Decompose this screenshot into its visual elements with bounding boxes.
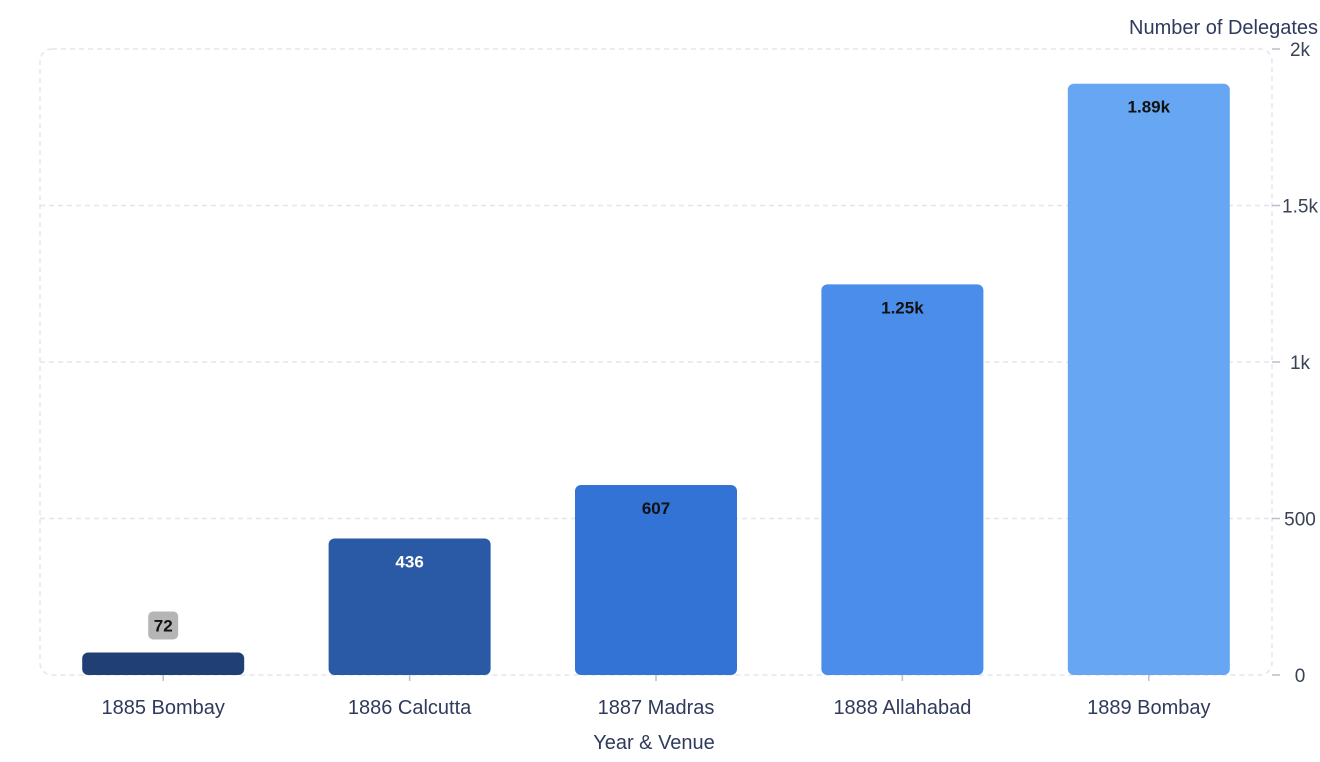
bar [328,538,491,675]
x-tick-label: 1889 Bombay [1087,697,1210,719]
y-tick-label: 1.5k [1282,197,1318,218]
x-axis-categories: 1885 Bombay 1886 Calcutta 1887 Madras 1888 … [101,675,1211,719]
bar [821,284,984,675]
y-axis-ticks: 0 500 1k 1.5k 2k [1272,40,1318,687]
x-tick-label: 1888 Allahabad [833,697,971,719]
y-tick-label: 500 [1284,510,1316,531]
bar [575,485,737,675]
y-tick-label: 2k [1290,40,1311,61]
x-axis-title: Year & Venue [593,732,715,754]
y-tick-label: 1k [1290,353,1311,374]
bar [1067,83,1230,676]
bar [82,652,245,675]
value-label: 607 [642,499,670,518]
value-label-bg [148,611,179,640]
value-label: 72 [154,616,173,635]
x-tick-label: 1887 Madras [598,697,715,719]
y-axis-title: Number of Delegates [1129,17,1318,39]
bars: 72 436 607 1.25k 1.89k [82,83,1230,676]
value-label: 1.89k [1128,98,1171,117]
value-label: 1.25k [881,298,924,317]
y-tick-label: 0 [1295,666,1306,687]
x-tick-label: 1886 Calcutta [348,697,472,719]
value-label: 436 [395,553,423,572]
x-tick-label: 1885 Bombay [101,697,224,719]
